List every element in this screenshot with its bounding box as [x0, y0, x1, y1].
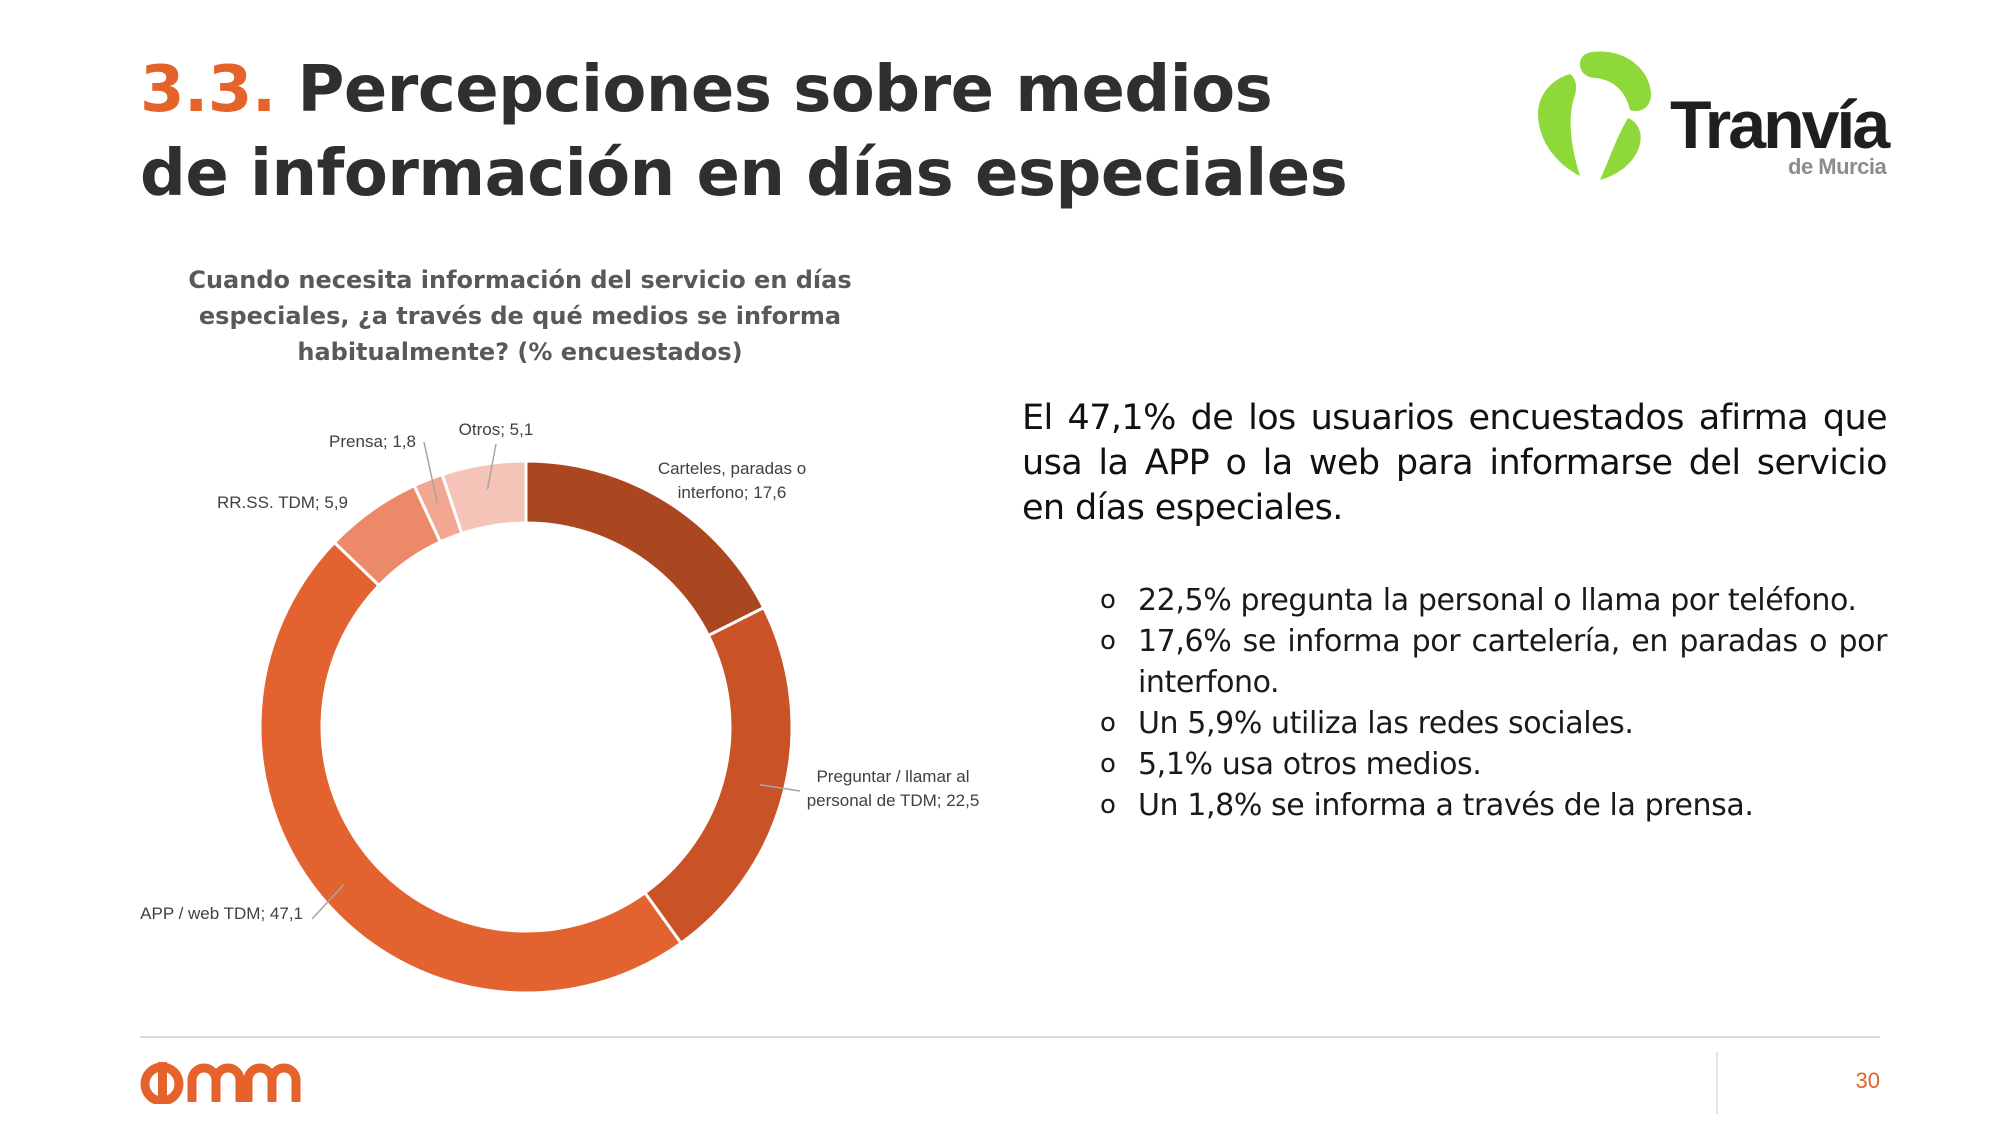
slice-label-line: interfono; 17,6	[678, 483, 787, 502]
donut-chart: Carteles, paradas o interfono; 17,6 Pregun…	[140, 420, 980, 995]
bullet-text: 5,1% usa otros medios.	[1138, 747, 1482, 782]
bullet-text: 22,5% pregunta la personal o llama por t…	[1138, 583, 1857, 618]
title-line-1: 3.3. Percepciones sobre medios	[140, 48, 1340, 132]
slice-label: Prensa; 1,8	[329, 432, 416, 451]
footer-vertical-divider	[1716, 1052, 1718, 1114]
leader-line	[486, 443, 497, 490]
leader-line	[759, 783, 801, 792]
footer-divider	[140, 1036, 1880, 1038]
slice-label: RR.SS. TDM; 5,9	[217, 493, 348, 512]
bullet-marker: o	[1100, 749, 1116, 779]
summary-headline: El 47,1% de los usuarios encuestados afi…	[1022, 398, 1888, 528]
bullet-text: Un 1,8% se informa a través de la prensa…	[1138, 788, 1754, 823]
slice-label: Carteles, paradas o interfono; 17,6	[658, 459, 806, 502]
list-item: o Un 5,9% utiliza las redes sociales.	[1100, 703, 1887, 744]
imm-logo	[140, 1060, 310, 1106]
bullet-marker: o	[1100, 585, 1116, 615]
bullet-marker: o	[1100, 790, 1116, 820]
bullet-text: Un 5,9% utiliza las redes sociales.	[1138, 706, 1634, 741]
slice-label-line: personal de TDM; 22,5	[807, 791, 980, 810]
donut-slice	[642, 605, 794, 946]
slice-label: Otros; 5,1	[459, 420, 534, 439]
page-number: 30	[1855, 1068, 1880, 1093]
slice-label-line: Preguntar / llamar al	[816, 767, 969, 786]
logo-subtitle: de Murcia	[1788, 154, 1887, 179]
list-item: o Un 1,8% se informa a través de la prens…	[1100, 785, 1887, 826]
bullet-text: 17,6% se informa por cartelería, en para…	[1138, 624, 1887, 700]
slice-label-line: APP / web TDM; 47,1	[140, 904, 303, 923]
list-item: o 5,1% usa otros medios.	[1100, 744, 1887, 785]
donut-slice	[440, 459, 528, 536]
title-line-2: de información en días especiales	[140, 137, 1348, 211]
slice-label: Preguntar / llamar al personal de TDM; 22…	[807, 767, 980, 810]
title-text-1: Percepciones sobre medios	[297, 53, 1273, 127]
donut-slice	[258, 540, 684, 995]
leader-line	[423, 441, 439, 504]
slice-label-line: Otros; 5,1	[459, 420, 534, 439]
bullet-marker: o	[1100, 626, 1116, 656]
slice-label-line: RR.SS. TDM; 5,9	[217, 493, 348, 512]
tranvia-logo: Tranvía de Murcia	[1530, 48, 1910, 188]
chart-title: Cuando necesita información del servicio…	[188, 266, 852, 366]
bullet-marker: o	[1100, 708, 1116, 738]
slice-label-line: Prensa; 1,8	[329, 432, 416, 451]
summary-bullet-list: o 22,5% pregunta la personal o llama por …	[1100, 580, 1887, 826]
imm-logo-icon	[140, 1062, 301, 1106]
slide-title: 3.3. Percepciones sobre medios de inform…	[140, 48, 1348, 216]
tram-leaf-logo-icon	[1538, 51, 1652, 180]
list-item: o 17,6% se informa por cartelería, en par…	[1100, 621, 1887, 703]
list-item: o 22,5% pregunta la personal o llama por …	[1100, 580, 1887, 621]
slice-label: APP / web TDM; 47,1	[140, 904, 303, 923]
slice-label-line: Carteles, paradas o	[658, 459, 806, 478]
leader-line	[311, 884, 345, 920]
logo-wordmark: Tranvía	[1670, 87, 1890, 163]
section-number: 3.3.	[140, 53, 276, 127]
